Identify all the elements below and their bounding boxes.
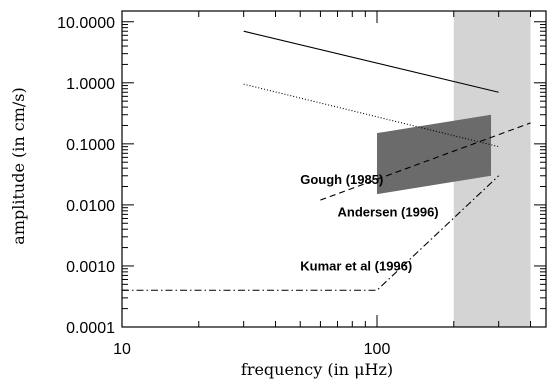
y-tick-label: 0.0100 xyxy=(66,198,115,215)
annotation-label: Andersen (1996) xyxy=(337,205,438,220)
plot-frame xyxy=(121,10,547,328)
annotation-label: Gough (1985) xyxy=(300,172,383,187)
x-tick-label: 10 xyxy=(113,341,131,358)
series-line-dashed xyxy=(320,122,531,201)
x-tick-label: 100 xyxy=(364,341,391,358)
series-line-dashdot xyxy=(122,175,500,291)
y-axis-title: amplitude (in cm/s) xyxy=(9,87,28,244)
amplitude-region xyxy=(376,114,492,195)
y-tick-label: 0.1000 xyxy=(66,137,115,154)
annotation-label: Kumar et al (1996) xyxy=(300,259,412,274)
x-axis-title: frequency (in μHz) xyxy=(241,360,393,379)
y-tick-label: 1.0000 xyxy=(66,76,115,93)
series-line-solid xyxy=(243,30,499,93)
y-tick-label: 10.0000 xyxy=(57,15,115,32)
y-tick-label: 0.0010 xyxy=(66,259,115,276)
y-tick-label: 0.0001 xyxy=(66,320,115,337)
